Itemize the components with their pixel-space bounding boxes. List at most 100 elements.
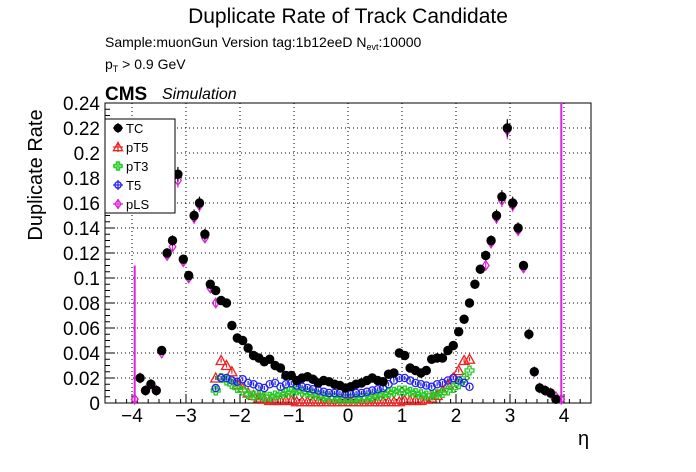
series-tc	[135, 119, 561, 404]
data-point-t5	[449, 373, 458, 383]
data-point-t5	[368, 386, 377, 395]
data-point-tc	[265, 354, 275, 364]
data-point-tc	[200, 229, 210, 239]
x-tick-label: 0	[343, 406, 354, 427]
data-point-t5	[395, 373, 404, 383]
data-point-t5	[422, 381, 431, 390]
y-tick-label: 0.16	[63, 194, 100, 215]
y-tick-label: 0	[89, 394, 100, 415]
data-point-t5	[211, 383, 220, 393]
data-point-pt3	[410, 387, 421, 399]
data-point-t5	[308, 384, 318, 394]
legend-label-t5: T5	[126, 178, 141, 193]
data-point-tc	[211, 285, 221, 296]
data-point-tc	[151, 385, 162, 396]
data-point-pls	[173, 174, 183, 187]
series-pls	[130, 121, 566, 406]
y-tick-label: 0.24	[63, 94, 100, 115]
pt-symbol: p	[105, 56, 113, 72]
x-tick-label: −4	[121, 406, 143, 427]
data-point-t5	[276, 382, 285, 391]
data-point-tc	[421, 365, 431, 376]
data-point-t5	[243, 378, 253, 388]
data-point-pt3	[253, 390, 264, 401]
data-point-t5	[362, 387, 372, 396]
data-point-t5	[454, 376, 463, 385]
data-point-tc	[437, 353, 448, 363]
data-point-tc	[205, 279, 216, 289]
y-tick-label: 0.14	[63, 219, 100, 240]
legend-label-pls: pLS	[126, 197, 149, 212]
data-points	[130, 103, 566, 407]
y-tick-label: 0.04	[63, 344, 100, 365]
data-point-tc	[162, 248, 172, 258]
data-point-tc	[189, 210, 199, 221]
data-point-pls	[168, 240, 177, 253]
data-point-tc	[275, 363, 286, 373]
legend-marker-t5	[114, 181, 122, 189]
data-point-tc	[221, 298, 232, 308]
data-point-pt3	[415, 389, 426, 400]
data-point-tc	[243, 343, 253, 353]
data-point-t5	[227, 376, 237, 385]
y-tick-label: 0.02	[63, 369, 100, 390]
legend-marker-pls	[114, 198, 122, 210]
data-point-tc	[459, 314, 469, 324]
data-point-t5	[357, 388, 366, 398]
x-tick-label: 1	[397, 406, 408, 427]
data-point-t5	[249, 379, 258, 389]
data-point-tc	[470, 279, 480, 289]
data-point-tc	[529, 367, 539, 377]
data-point-t5	[400, 373, 409, 383]
y-tick-label: 0.1	[74, 269, 100, 290]
cms-label: CMS	[105, 84, 148, 105]
legend: TC pT5 pT3 T5 pLS	[104, 118, 176, 214]
data-point-tc	[508, 198, 518, 208]
data-point-tc	[400, 350, 410, 361]
y-tick-label: 0.12	[63, 244, 100, 265]
y-tick-label: 0.2	[74, 144, 100, 165]
data-point-pls	[481, 259, 490, 272]
data-point-tc	[454, 327, 464, 337]
data-point-tc	[157, 345, 167, 356]
data-point-tc	[513, 223, 523, 233]
data-point-tc	[481, 250, 491, 261]
data-point-tc	[486, 235, 496, 246]
data-point-tc	[184, 270, 194, 281]
legend-marker-tc	[113, 123, 123, 133]
data-point-pt3	[210, 385, 221, 396]
sample-text: Sample:muonGun Version tag:1b12eeD N	[105, 34, 367, 50]
x-tick-label: −3	[175, 406, 197, 427]
data-point-pt5	[463, 352, 476, 364]
data-point-t5	[254, 382, 264, 391]
data-point-tc	[524, 329, 534, 339]
x-tick-label: 2	[451, 406, 462, 427]
data-point-tc	[194, 198, 205, 208]
data-point-tc	[448, 340, 458, 351]
x-axis-label: η	[578, 428, 590, 450]
data-point-tc	[238, 335, 248, 346]
data-point-tc	[178, 254, 189, 264]
data-point-t5	[416, 379, 426, 389]
y-tick-label: 0.06	[63, 319, 100, 340]
x-tick-label: −2	[229, 406, 251, 427]
data-point-tc	[545, 388, 556, 398]
data-point-t5	[427, 382, 436, 391]
y-axis-label: Duplicate Rate	[25, 109, 47, 241]
sample-info: Sample:muonGun Version tag:1b12eeD Nevt:…	[105, 35, 421, 52]
data-point-pt5	[285, 394, 298, 406]
data-point-pls	[130, 393, 139, 406]
data-point-tc	[551, 394, 561, 404]
data-point-t5	[297, 382, 307, 391]
data-point-t5	[432, 379, 442, 389]
pt-subscript: T	[112, 64, 119, 74]
data-point-tc	[135, 373, 145, 383]
data-point-t5	[443, 376, 453, 385]
data-point-tc	[140, 385, 151, 396]
x-tick-label: 4	[559, 406, 570, 427]
data-point-t5	[351, 388, 361, 398]
x-tick-label: 3	[505, 406, 516, 427]
data-point-tc	[389, 368, 399, 378]
data-point-tc	[497, 192, 507, 202]
